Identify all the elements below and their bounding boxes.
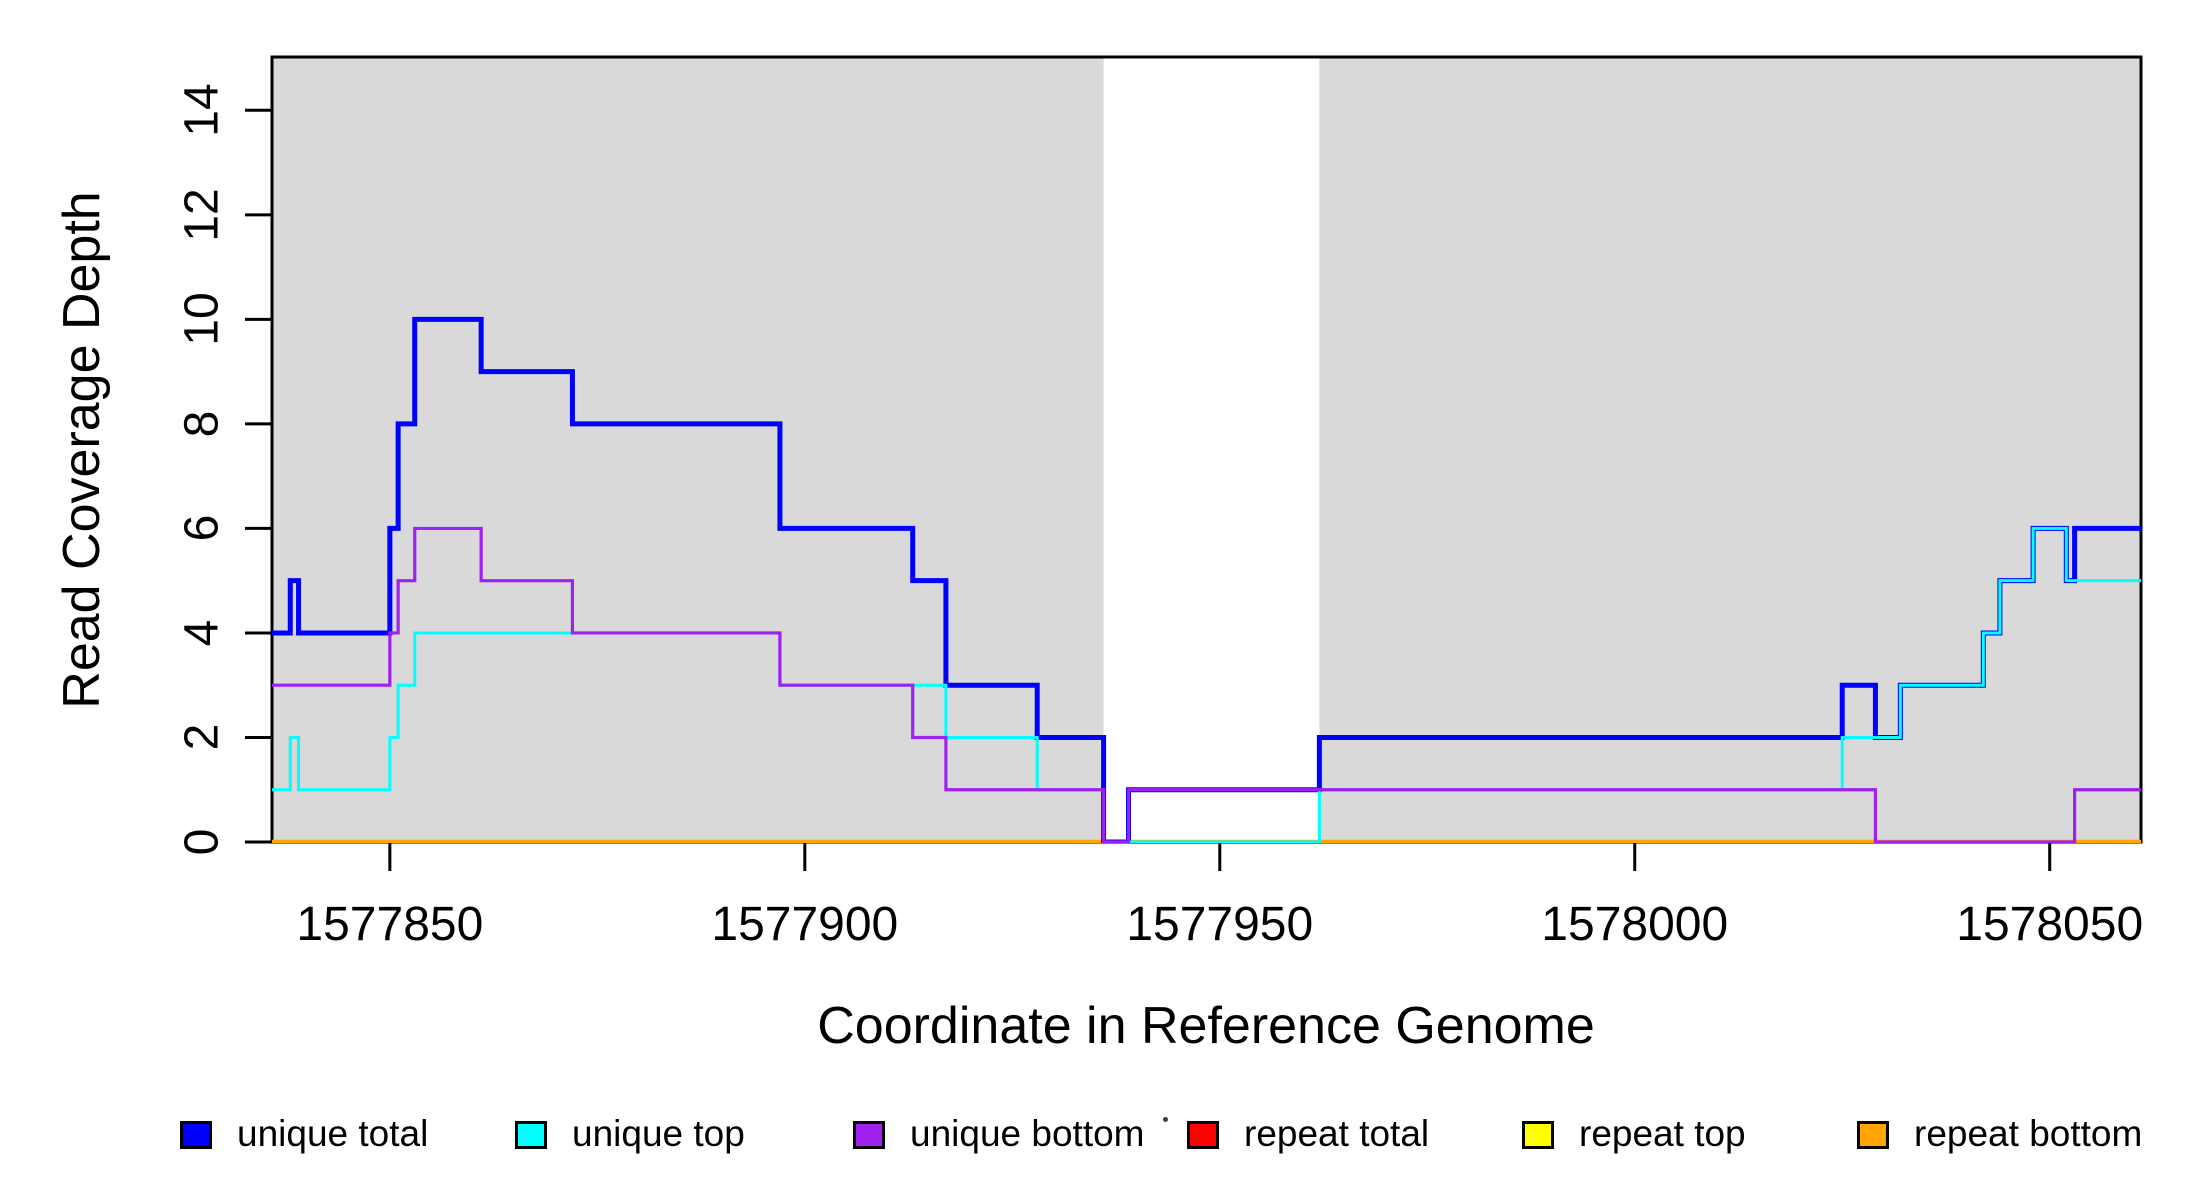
x-tick-label: 1577900 — [711, 898, 899, 951]
legend-label: unique bottom — [910, 1113, 1145, 1154]
axis-ticks — [245, 108, 2052, 871]
x-tick-label: 1577850 — [296, 898, 484, 951]
legend-label: repeat top — [1579, 1113, 1746, 1154]
legend-label: repeat total — [1244, 1113, 1430, 1154]
y-tick-label: 8 — [175, 410, 229, 438]
legend-swatch-unique-top — [515, 1121, 547, 1149]
legend-label: repeat bottom — [1914, 1113, 2143, 1154]
shaded-region — [1319, 57, 2141, 842]
y-tick-label: 2 — [175, 724, 229, 751]
shaded-regions — [272, 57, 2141, 842]
legend-swatch-unique-bottom — [853, 1121, 885, 1149]
y-tick-label: 14 — [175, 83, 229, 137]
y-tick-label: 6 — [175, 515, 229, 542]
y-tick-label: 10 — [175, 292, 229, 347]
y-tick-label: 0 — [175, 828, 229, 856]
legend-swatch-repeat-total — [1187, 1121, 1219, 1149]
legend-swatch-repeat-top — [1522, 1121, 1554, 1149]
series-unique-bottom — [272, 526, 2141, 843]
legend-swatch-unique-total — [180, 1121, 212, 1149]
legend-label: unique top — [572, 1113, 745, 1154]
stray-dot — [1163, 1117, 1168, 1122]
x-tick-label: 1577950 — [1126, 898, 1314, 951]
x-tick-label: 1578000 — [1541, 898, 1729, 951]
x-tick-label: 1578050 — [1956, 898, 2144, 951]
y-axis-title: Read Coverage Depth — [53, 191, 111, 709]
legend-swatch-repeat-bottom — [1857, 1121, 1889, 1149]
y-tick-label: 4 — [175, 619, 229, 647]
y-tick-label: 12 — [175, 188, 229, 242]
legend-label: unique total — [237, 1113, 429, 1154]
shaded-region — [272, 57, 1104, 842]
series-lines — [272, 316, 2141, 843]
x-axis-title: Coordinate in Reference Genome — [817, 997, 1595, 1055]
